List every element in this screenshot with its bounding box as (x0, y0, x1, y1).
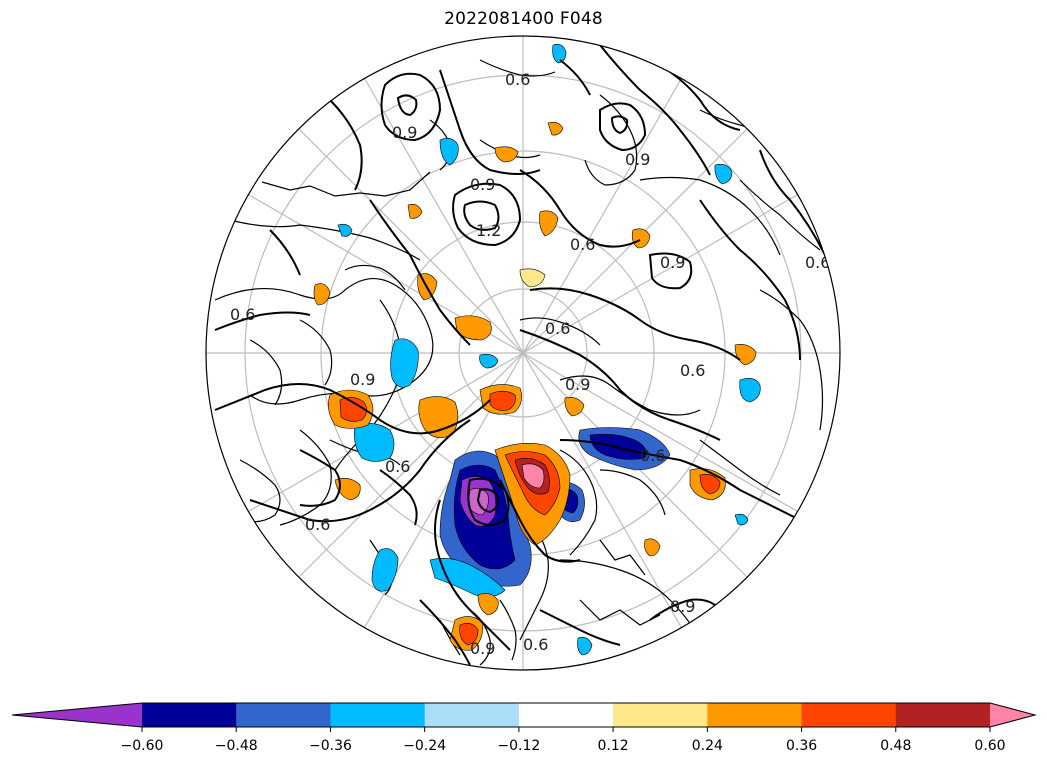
colorbar-tick-label: 0.36 (786, 738, 817, 754)
colorbar-extend-min (12, 703, 142, 727)
colorbar-segment (330, 703, 426, 727)
contour-label: 1.2 (476, 221, 501, 240)
colorbar-tick-label: −0.24 (403, 738, 446, 754)
colorbar-tick-label: −0.36 (309, 738, 352, 754)
colorbar-segment (424, 703, 520, 727)
colorbar-tick-label: −0.48 (215, 738, 258, 754)
contour-label: 0.9 (392, 123, 417, 142)
colorbar-segment (236, 703, 331, 727)
contour-label: 0.6 (523, 635, 548, 654)
contour-label: 0.9 (470, 639, 495, 658)
colorbar-segment (518, 703, 614, 727)
colorbar-segment (142, 703, 237, 727)
contour-lines (214, 44, 826, 666)
colorbar-ticks: −0.60 −0.48 −0.36 −0.24 −0.12 0.12 0.24 0.36 0.4… (121, 727, 1006, 754)
colorbar-extend-max (990, 703, 1035, 727)
contour-label: 0.9 (660, 253, 685, 272)
colorbar-segment (801, 703, 897, 727)
contour-label: 0.9 (565, 375, 590, 394)
map-border (205, 35, 841, 671)
contour-label: 0.6 (805, 253, 830, 272)
contour-label: 0.6 (570, 235, 595, 254)
contour-label: 0.6 (680, 361, 705, 380)
colorbar-tick-label: −0.12 (497, 738, 540, 754)
colorbar-segment (895, 703, 991, 727)
contour-label: 0.6 (545, 319, 570, 338)
colorbar-tick-label: −0.60 (121, 738, 164, 754)
contour-label: 0.6 (230, 305, 255, 324)
graticule (206, 36, 840, 670)
contour-label: 0.9 (350, 370, 375, 389)
colorbar-tick-label: 0.48 (880, 738, 911, 754)
anomaly-shading (313, 44, 761, 656)
contour-labels: 0.6 0.6 0.6 0.6 0.6 0.6 0.6 0.6 0.6 0.6 … (230, 70, 830, 658)
colorbar-tick-label: 0.60 (974, 738, 1005, 754)
contour-label: 0.6 (385, 457, 410, 476)
colorbar-tick-label: 0.12 (598, 738, 629, 754)
contour-label: 0.9 (625, 150, 650, 169)
contour-label: 0.9 (670, 597, 695, 616)
contour-label: 0.9 (470, 175, 495, 194)
colorbar-tick-label: 0.24 (692, 738, 723, 754)
map-title: 2022081400 F048 (444, 9, 603, 29)
colorbar-segment (707, 703, 803, 727)
polar-map: 0.6 0.6 0.6 0.6 0.6 0.6 0.6 0.6 0.6 0.6 … (205, 35, 841, 671)
contour-label: 0.6 (640, 446, 665, 465)
colorbar-segments (11, 702, 1037, 728)
colorbar-segment (613, 703, 708, 727)
contour-label: 0.6 (505, 70, 530, 89)
contour-label: 0.6 (305, 515, 330, 534)
